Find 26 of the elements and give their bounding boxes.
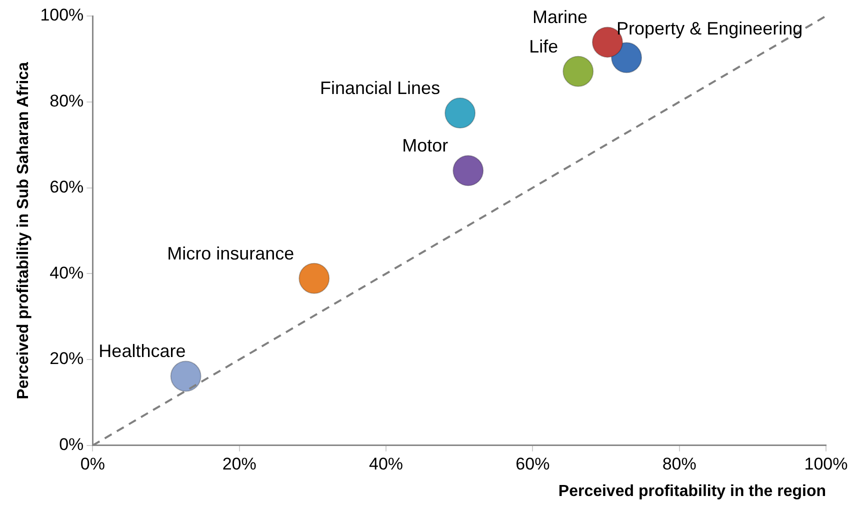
series-label: Marine: [532, 7, 588, 28]
series-label: Motor: [402, 136, 448, 156]
x-tick-label: 80%: [662, 454, 696, 474]
x-tick-label: 40%: [368, 454, 404, 474]
point: [452, 155, 484, 186]
y-tick-label: 100%: [40, 6, 84, 25]
x-axis-title: Perceived profitability in the region: [558, 482, 826, 500]
y-tick-label: 60%: [50, 177, 84, 196]
point: [444, 98, 476, 129]
y-tick-label: 80%: [50, 92, 84, 111]
point: [170, 360, 202, 392]
y-tick-label: 0%: [59, 435, 84, 454]
y-tick-label: 20%: [50, 349, 84, 368]
y-tick-label: 40%: [50, 263, 84, 282]
x-tick-label: 100%: [804, 454, 848, 474]
series-label: Micro insurance: [167, 243, 294, 264]
y-axis-title: Perceived profitability in Sub Saharan Africa: [15, 62, 32, 400]
x-tick-label: 20%: [222, 454, 256, 474]
x-tick-label: 60%: [516, 454, 550, 474]
series-label: Property & Engineering: [616, 18, 803, 39]
series-label: Life: [529, 36, 558, 56]
x-tick-label: 0%: [80, 454, 105, 474]
point: [562, 56, 594, 87]
point: [298, 262, 330, 294]
series-label: Financial Lines: [320, 78, 440, 98]
series-label: Healthcare: [98, 341, 186, 362]
